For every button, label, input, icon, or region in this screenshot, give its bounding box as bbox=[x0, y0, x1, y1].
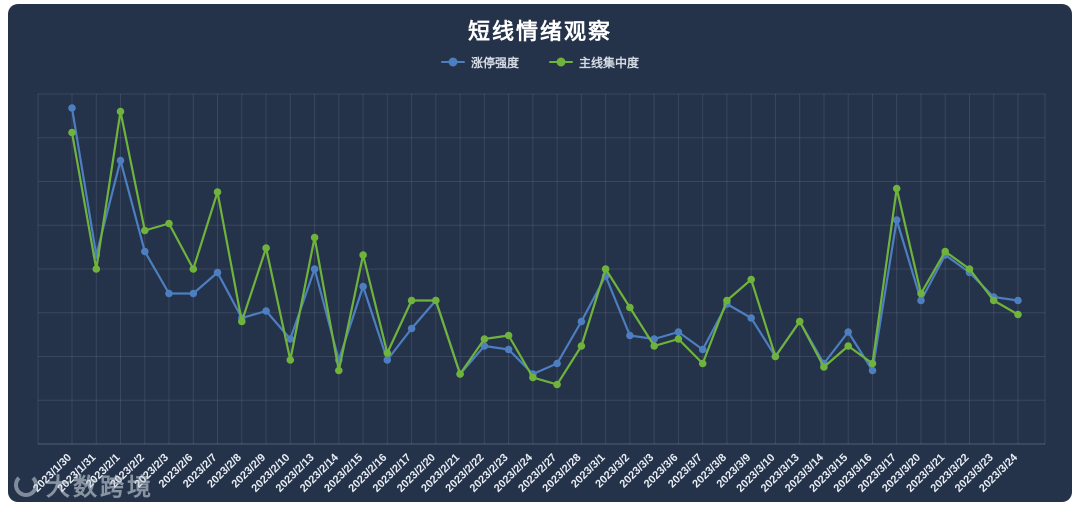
data-point bbox=[286, 356, 295, 364]
data-point bbox=[820, 363, 828, 371]
data-point bbox=[868, 366, 877, 375]
x-axis-labels: 2023/1/302023/1/312023/2/12023/2/22023/2… bbox=[31, 451, 1021, 495]
data-point bbox=[480, 335, 489, 343]
data-point bbox=[747, 314, 755, 322]
data-point bbox=[892, 184, 901, 193]
data-point bbox=[383, 356, 392, 364]
legend: 涨停强度 主线集中度 bbox=[8, 52, 1072, 72]
data-point bbox=[844, 328, 852, 336]
data-point bbox=[407, 296, 416, 305]
data-point bbox=[989, 296, 998, 305]
data-point bbox=[795, 317, 804, 326]
data-point bbox=[1014, 296, 1022, 305]
data-point bbox=[868, 359, 877, 368]
data-point bbox=[698, 345, 707, 354]
data-point bbox=[68, 128, 76, 137]
legend-line-dot-icon bbox=[440, 61, 465, 63]
data-point bbox=[650, 342, 658, 350]
data-point bbox=[407, 324, 416, 333]
data-point bbox=[262, 307, 270, 315]
data-point bbox=[553, 380, 561, 389]
data-point bbox=[504, 331, 513, 340]
data-point bbox=[335, 366, 343, 375]
data-point bbox=[262, 244, 270, 252]
data-point bbox=[141, 247, 149, 256]
data-point bbox=[529, 373, 537, 382]
data-point bbox=[165, 219, 173, 228]
page-title: 短线情绪观察 bbox=[467, 19, 612, 44]
data-point bbox=[480, 342, 489, 350]
chart-card: 短线情绪观察 涨停强度 主线集中度 2023/1/30 2023/1/31 2023… bbox=[8, 4, 1072, 502]
data-point bbox=[941, 247, 949, 256]
legend-line-dot-icon bbox=[549, 61, 573, 63]
data-point bbox=[917, 289, 925, 298]
data-point bbox=[577, 317, 586, 326]
data-point bbox=[432, 296, 440, 305]
data-point bbox=[892, 216, 901, 224]
data-point bbox=[626, 303, 634, 312]
grid bbox=[37, 93, 1046, 445]
data-point bbox=[286, 335, 295, 343]
data-point bbox=[92, 265, 101, 273]
data-point bbox=[1014, 310, 1022, 319]
legend-label: 主线集中度 bbox=[579, 55, 640, 70]
legend-label: 涨停强度 bbox=[470, 55, 519, 70]
data-point bbox=[626, 331, 634, 340]
data-point bbox=[310, 233, 319, 242]
data-point bbox=[771, 352, 780, 361]
series-line-1[interactable] bbox=[68, 107, 1022, 389]
data-point bbox=[238, 317, 246, 326]
data-point bbox=[213, 188, 222, 196]
data-point bbox=[650, 335, 658, 343]
series-line-0[interactable] bbox=[68, 104, 1022, 378]
data-point bbox=[601, 265, 610, 273]
data-point bbox=[577, 342, 586, 350]
data-point bbox=[359, 282, 367, 291]
data-point bbox=[68, 104, 76, 112]
data-point bbox=[456, 370, 464, 378]
data-point bbox=[674, 328, 683, 336]
line-chart[interactable]: 2023/1/302023/1/312023/2/12023/2/22023/2… bbox=[8, 74, 1072, 510]
data-point bbox=[116, 107, 125, 116]
data-point bbox=[165, 289, 173, 298]
data-point bbox=[116, 156, 125, 165]
data-point bbox=[310, 265, 319, 273]
data-point bbox=[698, 359, 707, 368]
data-point bbox=[383, 349, 392, 357]
data-point bbox=[359, 251, 367, 259]
data-point bbox=[723, 296, 731, 305]
data-point bbox=[189, 289, 198, 298]
data-point bbox=[141, 226, 149, 235]
data-point bbox=[189, 265, 198, 273]
data-point bbox=[213, 268, 222, 277]
data-point bbox=[965, 265, 974, 273]
data-point bbox=[504, 345, 513, 354]
legend-item-zhangting-qiangdu[interactable]: 涨停强度 bbox=[440, 54, 519, 71]
data-point bbox=[553, 359, 561, 368]
data-point bbox=[674, 335, 683, 343]
data-point bbox=[747, 275, 755, 284]
data-point bbox=[917, 296, 925, 305]
legend-item-zhuxian-jizhongdu[interactable]: 主线集中度 bbox=[549, 54, 639, 71]
data-point bbox=[844, 342, 852, 350]
